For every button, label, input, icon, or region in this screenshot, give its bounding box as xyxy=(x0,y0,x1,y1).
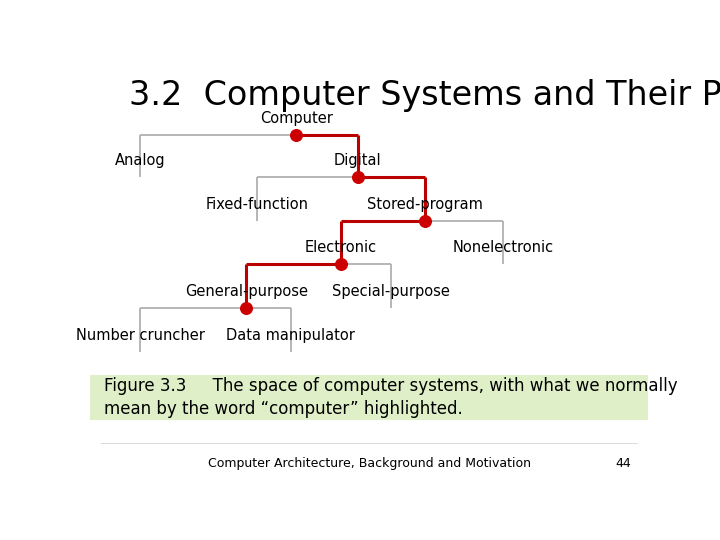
Text: Fixed-function: Fixed-function xyxy=(206,197,309,212)
Text: Computer Architecture, Background and Motivation: Computer Architecture, Background and Mo… xyxy=(207,457,531,470)
Text: 3.2  Computer Systems and Their Parts: 3.2 Computer Systems and Their Parts xyxy=(129,79,720,112)
Text: Electronic: Electronic xyxy=(305,240,377,255)
Text: 44: 44 xyxy=(616,457,631,470)
Text: Special-purpose: Special-purpose xyxy=(333,284,450,299)
Point xyxy=(240,303,252,312)
Point xyxy=(352,173,364,181)
Text: General-purpose: General-purpose xyxy=(185,284,307,299)
Text: Figure 3.3     The space of computer systems, with what we normally
mean by the : Figure 3.3 The space of computer systems… xyxy=(104,376,678,419)
Text: Number cruncher: Number cruncher xyxy=(76,328,204,342)
Text: Analog: Analog xyxy=(115,153,166,168)
Point xyxy=(291,131,302,140)
Text: Stored-program: Stored-program xyxy=(367,197,482,212)
Point xyxy=(336,260,347,269)
Text: Computer: Computer xyxy=(260,111,333,126)
Text: Data manipulator: Data manipulator xyxy=(227,328,355,342)
Text: Nonelectronic: Nonelectronic xyxy=(452,240,554,255)
Text: Digital: Digital xyxy=(334,153,382,168)
FancyBboxPatch shape xyxy=(90,375,648,420)
Point xyxy=(419,217,431,225)
